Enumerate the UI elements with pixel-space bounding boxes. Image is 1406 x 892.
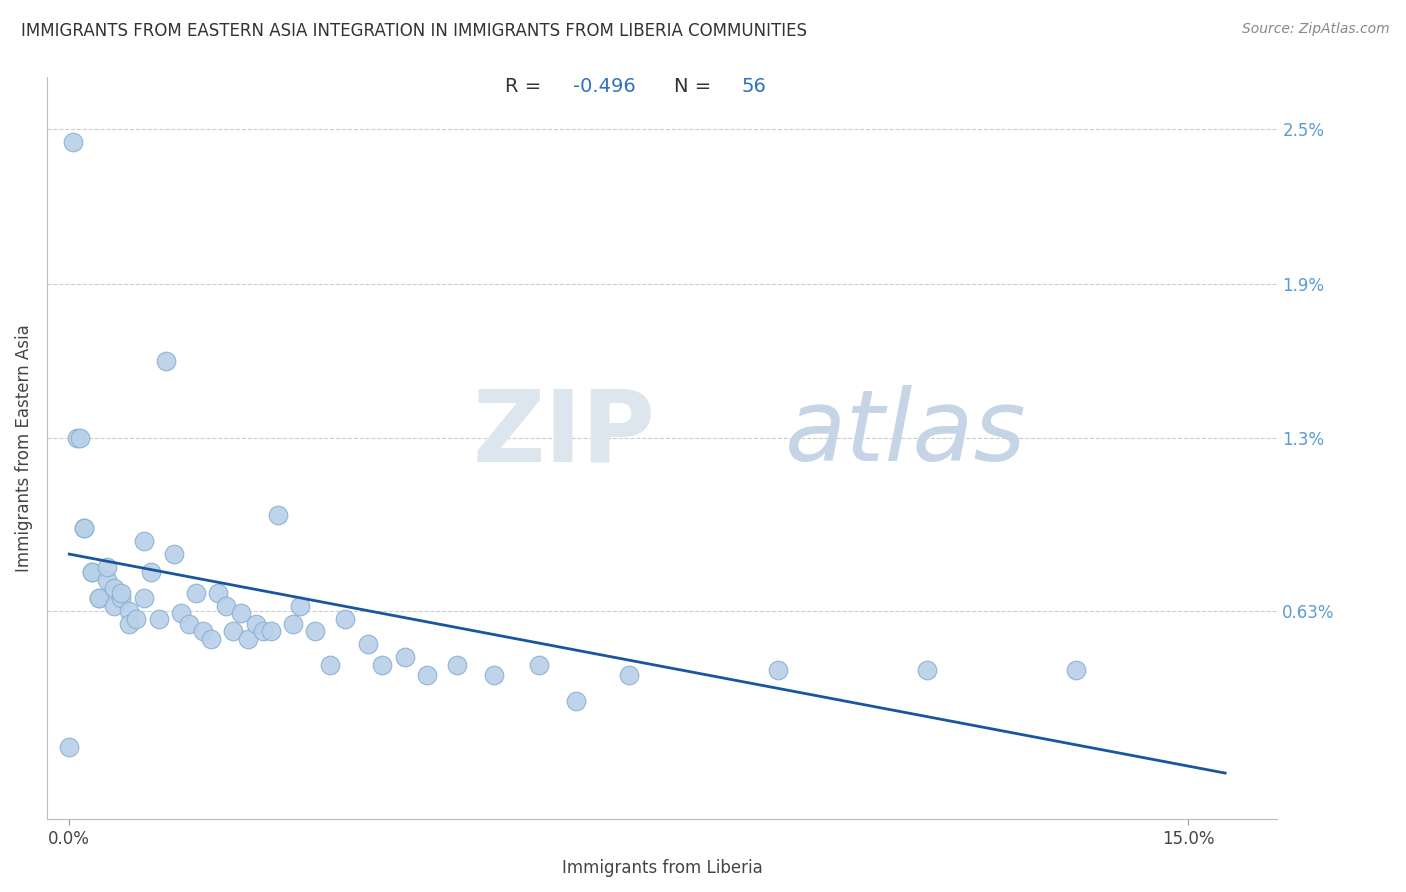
Point [177,616,200,631]
Point [163,547,186,561]
Text: 56: 56 [741,78,766,96]
Text: R =: R = [505,78,547,96]
Point [118,616,141,631]
Point [193,624,215,639]
Point [148,611,170,625]
X-axis label: Immigrants from Liberia: Immigrants from Liberia [562,859,762,877]
Point [96,573,118,587]
Point [304,624,326,639]
Point [617,668,640,682]
Point [238,632,260,646]
Point [132,591,155,605]
Text: ZIP: ZIP [472,385,655,482]
Point [87,591,110,605]
Point [110,586,132,600]
Point [915,663,938,677]
Point [132,534,155,549]
Point [69,431,91,445]
Point [356,637,378,651]
Point [394,650,416,665]
Point [87,591,110,605]
Point [229,607,252,621]
Point [73,521,96,535]
Point [125,611,148,625]
Text: N =: N = [673,78,717,96]
Point [170,607,193,621]
Point [103,599,125,613]
Point [290,599,312,613]
Text: IMMIGRANTS FROM EASTERN ASIA INTEGRATION IN IMMIGRANTS FROM LIBERIA COMMUNITIES: IMMIGRANTS FROM EASTERN ASIA INTEGRATION… [21,22,807,40]
Point [319,657,342,672]
Point [335,611,357,625]
Point [222,624,245,639]
Point [267,508,290,523]
Text: atlas: atlas [785,385,1026,482]
Text: Source: ZipAtlas.com: Source: ZipAtlas.com [1241,22,1389,37]
Point [141,565,163,579]
Point [184,586,207,600]
Point [58,740,80,755]
Point [527,657,550,672]
Point [118,604,141,618]
Point [766,663,789,677]
Point [252,624,274,639]
Point [245,616,267,631]
Point [96,560,118,574]
Point [484,668,506,682]
Point [80,565,103,579]
Point [110,591,132,605]
Point [207,586,229,600]
Point [281,616,304,631]
Point [565,694,588,708]
Point [416,668,439,682]
Point [62,135,84,149]
Point [155,354,177,368]
Point [103,581,125,595]
Point [259,624,281,639]
Point [1064,663,1087,677]
Point [215,599,238,613]
Text: -0.496: -0.496 [572,78,636,96]
Point [73,521,96,535]
Point [371,657,394,672]
Point [80,565,103,579]
Point [446,657,468,672]
Y-axis label: Immigrants from Eastern Asia: Immigrants from Eastern Asia [15,325,32,573]
Point [200,632,222,646]
Point [66,431,89,445]
